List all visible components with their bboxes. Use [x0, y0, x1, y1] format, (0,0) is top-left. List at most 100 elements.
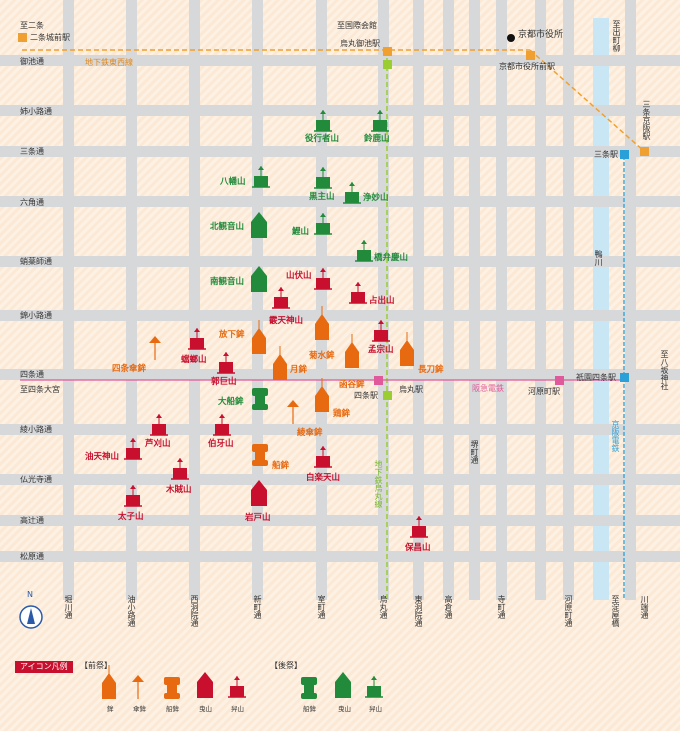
road-teramachi2 [535, 0, 546, 600]
float-koi: 鯉山 [292, 227, 310, 237]
label-hankyu-line: 阪急電鉄 [472, 384, 504, 393]
legend-kasahoko: 傘鉾 [133, 705, 146, 713]
label-keihan-line: 京阪電鉄 [611, 420, 620, 452]
shijo-subway-marker [383, 391, 392, 400]
label-sakaimachi: 堺町通 [470, 440, 479, 464]
label-takoyakushi: 蛸薬師通 [20, 257, 52, 266]
legend-icon-ato-hikiyama [335, 672, 351, 698]
float-kitakannon: 北観音山 [210, 222, 245, 232]
legend-ato-heading: 【後祭】 [270, 661, 302, 670]
label-nishikikoji: 錦小路通 [20, 311, 52, 320]
karasuma-hankyu-marker [374, 376, 383, 385]
icon-kakkyo [272, 287, 290, 309]
kamo-river [593, 18, 609, 600]
icon-tsuki [273, 346, 287, 380]
road-sakaimachi [469, 0, 480, 600]
road-kawabata [625, 0, 636, 600]
legend-icon-kasahoko [132, 675, 144, 699]
label-sanjo-station: 三条駅 [594, 150, 618, 159]
road-teramachi [496, 0, 507, 600]
float-ofune: 大船鉾 [218, 397, 244, 407]
road-sanjo [0, 146, 680, 157]
road-ayanokoji [0, 424, 680, 435]
label-tozai-line: 地下鉄東西線 [85, 58, 133, 67]
float-hakurakuten: 白楽天山 [306, 473, 341, 483]
icon-jomyo [343, 182, 361, 204]
label-gion-shijo: 祇園四条駅 [576, 373, 616, 382]
label-oike: 御池通 [20, 57, 44, 66]
label-shijo-omiya: 至四条大宮 [20, 385, 60, 394]
label-kawaramachi-station: 河原町駅 [528, 387, 560, 396]
float-iwato: 岩戸山 [245, 513, 271, 523]
float-mokuzoku: 木賊山 [166, 485, 192, 495]
road-higashinotoin [413, 0, 424, 600]
legend-icon-funehoko [164, 677, 180, 699]
label-city-hall-mae: 京都市役所前駅 [499, 62, 555, 71]
label-higashinotoin: 東洞院通 [414, 595, 423, 627]
gion-shijo-marker [620, 373, 629, 382]
icon-hosho [410, 516, 428, 538]
label-to-nijo: 至二条 [20, 21, 44, 30]
label-shinmachi: 新町通 [253, 595, 262, 619]
float-en-no-gyoja: 役行者山 [305, 134, 340, 144]
float-naginata: 長刀鉾 [418, 365, 444, 375]
icon-shijokasa [149, 336, 161, 360]
road-takakura [443, 0, 454, 600]
icon-en-no-gyoja [314, 110, 332, 132]
label-rokkaku: 六角通 [20, 198, 44, 207]
label-to-yasaka: 至八坂神社 [660, 350, 669, 390]
float-kuronushi: 黒主山 [309, 192, 335, 202]
float-shijokasa: 四条傘鉾 [112, 364, 147, 374]
nijojo-station-marker [18, 33, 27, 42]
compass-n-label: N [27, 590, 33, 599]
float-minamikannon: 南観音山 [210, 277, 245, 287]
icon-ayagasa [287, 400, 299, 424]
icon-naginata [400, 332, 414, 366]
road-kawaramachi [563, 0, 574, 600]
road-karasuma [378, 0, 389, 600]
float-fune: 船鉾 [272, 461, 290, 471]
legend-icon-hikiyama [197, 672, 213, 698]
label-ayanokoji: 綾小路通 [20, 425, 52, 434]
road-aneyakoji [0, 105, 680, 116]
icon-kitakannon [251, 212, 267, 238]
float-moso: 孟宗山 [368, 345, 394, 355]
icon-urade [349, 282, 367, 304]
label-takakura: 高倉通 [444, 595, 453, 619]
label-to-yodoyabashi: 至淀屋橋 [611, 595, 620, 627]
label-city-hall: 京都市役所 [518, 30, 564, 40]
legend-zen-heading: 【前祭】 [80, 661, 112, 670]
road-shinmachi [252, 0, 263, 600]
road-muromachi [316, 0, 327, 600]
float-hakuga: 伯牙山 [208, 439, 234, 449]
icon-iwato [251, 480, 267, 506]
icon-yamabushi [314, 268, 332, 290]
float-hashi-benkei: 橋弁慶山 [374, 253, 409, 263]
label-shijo-station: 四条駅 [354, 391, 378, 400]
road-takoyakushi [0, 256, 680, 267]
road-aburanokoji [126, 0, 137, 600]
road-oike [0, 55, 680, 66]
road-nishikikoji [0, 310, 680, 321]
label-horikawa: 堀川通 [64, 595, 73, 619]
float-hosho: 保昌山 [405, 543, 431, 553]
label-karasuma-station: 烏丸駅 [399, 385, 423, 394]
legend-ato-hikiyama: 曳山 [338, 705, 351, 713]
tozai-line-east [529, 49, 646, 153]
icon-kanko [345, 334, 359, 368]
float-tsuki: 月鉾 [290, 365, 308, 375]
legend-kakiyama: 舁山 [231, 705, 244, 713]
label-nishinotoin: 西洞院通 [190, 595, 199, 627]
label-matsubara: 松原通 [20, 552, 44, 561]
icon-kikusui [315, 306, 329, 340]
compass [19, 605, 43, 629]
float-abura-tenjin: 油天神山 [85, 452, 120, 462]
sanjo-station-marker [620, 150, 629, 159]
label-teramachi: 寺町通 [497, 595, 506, 619]
road-rokkaku [0, 196, 680, 207]
icon-moso [372, 320, 390, 342]
icon-niwatori [315, 378, 329, 412]
float-niwatori: 鶏鉾 [333, 409, 351, 419]
float-kakkyo-2: 郭巨山 [211, 377, 237, 387]
